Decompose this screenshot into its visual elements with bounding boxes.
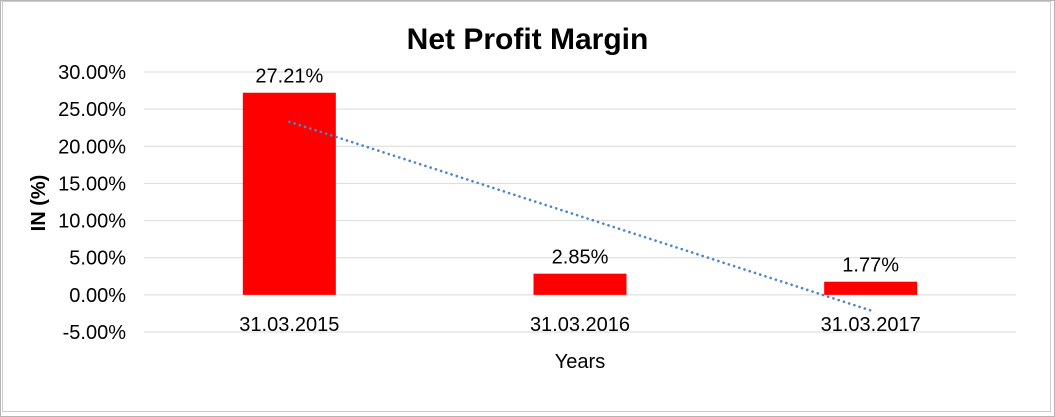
y-tick-label: 10.00% <box>58 211 126 233</box>
x-axis-title: Years <box>554 351 606 373</box>
y-tick-label: 15.00% <box>58 173 126 195</box>
data-label: 2.85% <box>552 247 609 269</box>
data-label: 27.21% <box>255 66 323 88</box>
data-label: 1.77% <box>842 255 899 277</box>
x-tick-label: 31.03.2016 <box>530 314 630 336</box>
bar <box>824 281 918 295</box>
bar <box>533 273 627 295</box>
chart-title: Net Profit Margin <box>406 23 649 56</box>
y-tick-label: 5.00% <box>69 248 126 270</box>
y-tick-label: 0.00% <box>69 285 126 307</box>
x-tick-label: 31.03.2015 <box>239 314 339 336</box>
y-tick-label: -5.00% <box>63 322 127 344</box>
x-tick-label: 31.03.2017 <box>821 314 921 336</box>
y-tick-label: 20.00% <box>58 136 126 158</box>
y-tick-label: 25.00% <box>58 99 126 121</box>
bar <box>242 92 336 295</box>
y-tick-label: 30.00% <box>58 62 126 84</box>
